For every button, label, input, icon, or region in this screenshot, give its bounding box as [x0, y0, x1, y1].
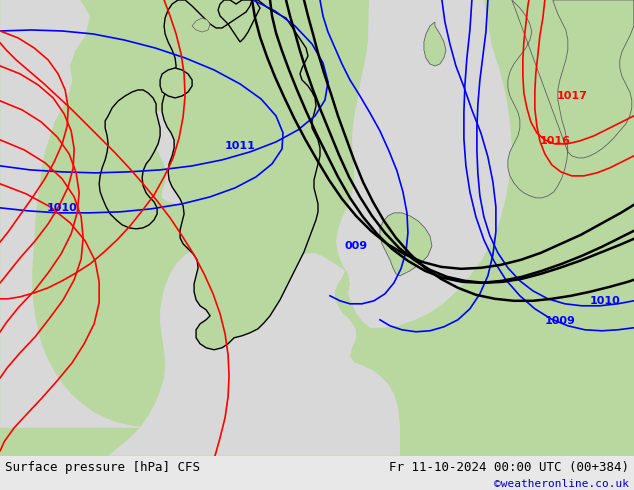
Text: 009: 009 [344, 241, 368, 251]
Polygon shape [424, 22, 446, 66]
Polygon shape [108, 248, 400, 456]
Polygon shape [508, 0, 634, 198]
Polygon shape [162, 0, 320, 350]
Text: 1010: 1010 [590, 296, 620, 306]
Polygon shape [0, 0, 148, 456]
Text: 1009: 1009 [545, 316, 575, 326]
Polygon shape [99, 90, 160, 229]
Text: 1017: 1017 [557, 91, 587, 101]
Text: Fr 11-10-2024 00:00 UTC (00+384): Fr 11-10-2024 00:00 UTC (00+384) [389, 461, 629, 474]
Polygon shape [336, 0, 512, 328]
Polygon shape [380, 213, 432, 276]
Text: ©weatheronline.co.uk: ©weatheronline.co.uk [494, 479, 629, 489]
Polygon shape [192, 18, 210, 32]
Text: 1011: 1011 [224, 141, 256, 151]
Polygon shape [160, 68, 192, 98]
Text: 1016: 1016 [540, 136, 571, 146]
Text: 1010: 1010 [47, 203, 77, 213]
Text: Surface pressure [hPa] CFS: Surface pressure [hPa] CFS [5, 461, 200, 474]
Polygon shape [148, 111, 206, 204]
